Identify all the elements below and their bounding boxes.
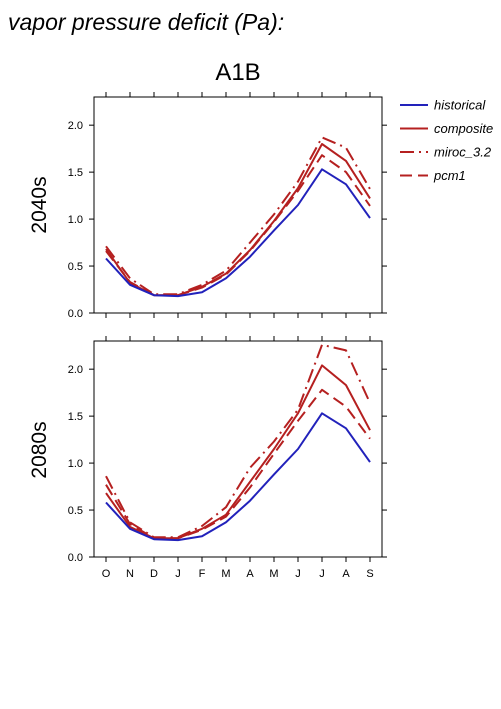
series-line-miroc-3-2 [105, 136, 371, 296]
series-line-pcm1 [105, 154, 371, 297]
y-tick-label: 1.0 [68, 458, 83, 470]
y-tick-label: 0.0 [68, 552, 83, 564]
y-tick-label: 1.5 [68, 411, 83, 423]
series-line-pcm1 [105, 388, 371, 540]
x-tick-label: A [246, 568, 254, 580]
y-tick-label: 0.5 [68, 261, 83, 273]
series-line-composite [105, 364, 371, 540]
y-tick-label: 1.5 [68, 167, 83, 179]
legend-label: composite [434, 121, 493, 136]
scenario-title: A1B [215, 59, 260, 86]
x-tick-label: J [175, 568, 181, 580]
y-tick-label: 2.0 [68, 364, 83, 376]
x-tick-label: D [150, 568, 158, 580]
x-tick-label: F [199, 568, 206, 580]
y-tick-label: 0.5 [68, 505, 83, 517]
y-tick-label: 1.0 [68, 214, 83, 226]
legend-label: historical [434, 98, 486, 113]
legend-label: miroc_3.2 [434, 145, 492, 160]
row-label-2080s: 2080s [28, 421, 51, 478]
x-tick-label: O [102, 568, 111, 580]
chart-panel-2080s: 2080s 0.0 0.5 1.0 1.5 2.0 O N D J F M A M J J A S [28, 336, 387, 580]
x-tick-label: N [126, 568, 134, 580]
series-line-historical [105, 168, 371, 298]
y-tick-label: 2.0 [68, 120, 83, 132]
x-tick-label: S [366, 568, 373, 580]
main-title: vapor pressure deficit (Pa): [8, 9, 284, 35]
x-tick-label: M [269, 568, 278, 580]
x-tick-label: A [342, 568, 350, 580]
plot-frame [93, 340, 383, 558]
series-line-miroc-3-2 [105, 343, 371, 539]
row-label-2040s: 2040s [28, 176, 51, 233]
plot-frame [93, 96, 383, 314]
series-line-composite [105, 143, 371, 297]
series-line-historical [105, 412, 371, 542]
x-tick-label: M [221, 568, 230, 580]
x-tick-label: J [295, 568, 301, 580]
x-tick-label: J [319, 568, 325, 580]
y-tick-label: 0.0 [68, 308, 83, 320]
legend: historical composite miroc_3.2 pcm1 [400, 98, 493, 183]
chart-panel-2040s: 2040s 0.0 0.5 1.0 1.5 2.0 [28, 92, 387, 320]
legend-label: pcm1 [433, 168, 466, 183]
